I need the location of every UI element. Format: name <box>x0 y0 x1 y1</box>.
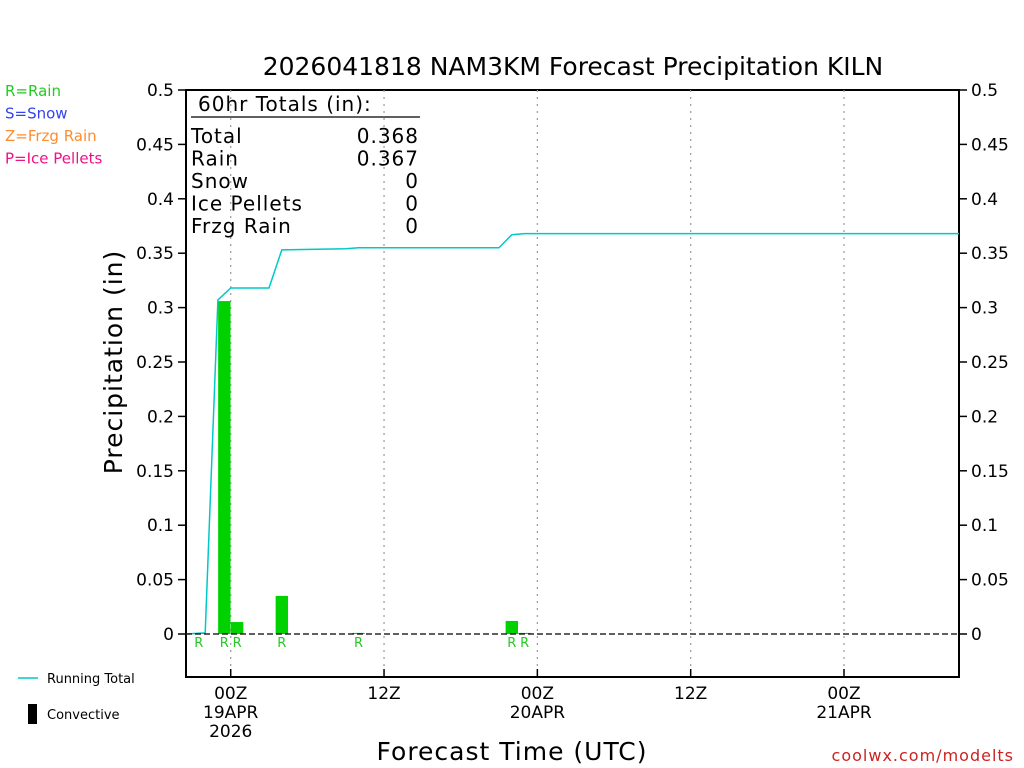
y-tick-label: 0.15 <box>136 462 174 482</box>
y-tick-label: 0.2 <box>147 407 174 427</box>
y-tick-label: 0.25 <box>136 353 174 373</box>
bottom-legend-label: Running Total <box>47 672 135 687</box>
totals-row-value: 0 <box>405 192 419 216</box>
y-tick-label-right: 0.35 <box>971 244 1009 264</box>
x-tick-label: 12Z <box>367 684 400 704</box>
x-tick-label: 21APR <box>816 703 872 723</box>
gridlines <box>230 90 845 677</box>
totals-header: 60hr Totals (in): <box>198 92 372 116</box>
y-tick-label: 0.45 <box>136 135 174 155</box>
y-tick-label-right: 0.2 <box>971 407 998 427</box>
ptype-label: R <box>354 636 363 651</box>
y-axis-left: 0 0.05 0.1 0.15 0.2 0.25 0.3 0.35 0.4 0.45 0.5 <box>136 81 186 645</box>
x-tick-label: 19APR <box>203 703 259 723</box>
running-total-series <box>185 232 959 635</box>
x-tick-label: 12Z <box>674 684 707 704</box>
bottom-legend-label: Convective <box>47 708 120 723</box>
x-tick-label: 00Z <box>521 684 554 704</box>
y-tick-label-right: 0 <box>971 625 982 645</box>
y-tick-label: 0.05 <box>136 571 174 591</box>
precip-bar <box>275 595 289 634</box>
ptype-label: R <box>277 636 286 651</box>
y-tick-label: 0.3 <box>147 299 174 319</box>
y-tick-label: 0.4 <box>147 190 174 210</box>
y-tick-label-right: 0.1 <box>971 516 998 536</box>
y-tick-label-right: 0.25 <box>971 353 1009 373</box>
ptype-legend-item: R=Rain <box>5 82 61 100</box>
ptype-legend-item: Z=Frzg Rain <box>5 127 97 145</box>
y-tick-label-right: 0.3 <box>971 299 998 319</box>
totals-box: 60hr Totals (in): Total 0.368 Rain 0.367 Sno… <box>190 92 420 238</box>
totals-row-label: Frzg Rain <box>191 214 292 238</box>
convective-legend-swatch <box>28 704 37 724</box>
ptype-legend-item: S=Snow <box>5 105 68 123</box>
bottom-legend: Running Total Convective <box>18 672 135 724</box>
ptype-label: R <box>520 636 529 651</box>
ptype-legend: R=Rain S=Snow Z=Frzg Rain P=Ice Pellets <box>5 82 102 168</box>
x-tick-label: 00Z <box>214 684 247 704</box>
x-tick-label: 2026 <box>209 722 252 742</box>
credit-text: coolwx.com/modelts <box>832 746 1014 765</box>
precip-bar <box>505 620 519 634</box>
x-tick-label: 20APR <box>510 703 566 723</box>
y-tick-label-right: 0.4 <box>971 190 998 210</box>
precip-bars <box>192 301 531 634</box>
x-axis-label: Forecast Time (UTC) <box>377 737 648 766</box>
totals-row-label: Total <box>190 124 243 148</box>
y-tick-label: 0.35 <box>136 244 174 264</box>
y-axis-label: Precipitation (in) <box>99 250 128 475</box>
y-tick-label-right: 0.15 <box>971 462 1009 482</box>
precip-bar <box>218 301 231 634</box>
plot-frame <box>185 89 960 678</box>
ptype-label: R <box>507 636 516 651</box>
precip-bar <box>230 622 244 634</box>
ptype-label: R <box>220 636 229 651</box>
totals-row-value: 0.368 <box>357 124 419 148</box>
running-total-line <box>185 232 959 635</box>
x-tick-label: 00Z <box>827 684 860 704</box>
ptype-label: R <box>233 636 242 651</box>
y-tick-label: 0.1 <box>147 516 174 536</box>
y-tick-label-right: 0.45 <box>971 135 1009 155</box>
y-axis-right: 0 0.05 0.1 0.15 0.2 0.25 0.3 0.35 0.4 0.45 0.5 <box>959 81 1009 645</box>
y-tick-label: 0 <box>163 625 174 645</box>
totals-row-value: 0 <box>405 214 419 238</box>
ptype-legend-item: P=Ice Pellets <box>5 150 102 168</box>
totals-row-value: 0.367 <box>357 147 419 171</box>
totals-rows: Total 0.368 Rain 0.367 Snow 0 Ice Pellets 0 Frzg… <box>190 124 419 238</box>
totals-row-value: 0 <box>405 169 419 193</box>
y-tick-label-right: 0.05 <box>971 571 1009 591</box>
totals-row-label: Ice Pellets <box>191 192 303 216</box>
ptype-label: R <box>194 636 203 651</box>
totals-row-label: Snow <box>191 169 249 193</box>
chart-title: 2026041818 NAM3KM Forecast Precipitation… <box>263 52 884 81</box>
y-tick-label: 0.5 <box>147 81 174 101</box>
totals-row-label: Rain <box>191 147 239 171</box>
y-tick-label-right: 0.5 <box>971 81 998 101</box>
